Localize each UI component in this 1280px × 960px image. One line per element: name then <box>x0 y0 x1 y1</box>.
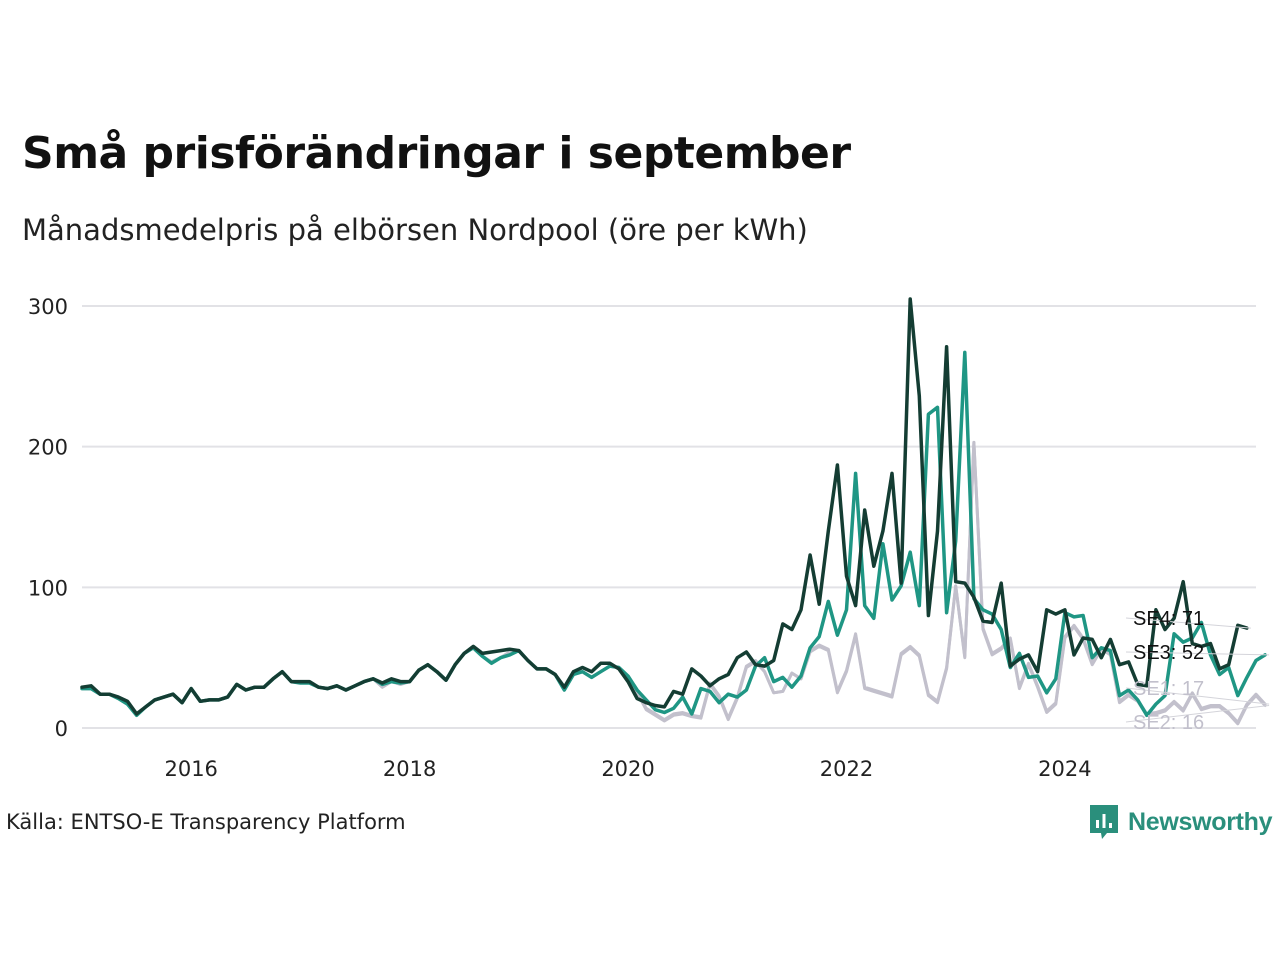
end-label-se3: SE3: 52 <box>1133 642 1204 664</box>
x-tick-label: 2024 <box>1038 757 1091 781</box>
x-axis-ticks: 2016 2018 2020 2022 2024 <box>164 757 1091 781</box>
bar-chart-speech-bubble-icon <box>1090 805 1118 839</box>
x-tick-label: 2020 <box>601 757 654 781</box>
chart-subtitle: Månadsmedelpris på elbörsen Nordpool (ör… <box>22 213 808 247</box>
y-tick-label: 300 <box>28 295 68 319</box>
label-connector <box>1125 687 1270 705</box>
series-lines <box>80 297 1267 726</box>
end-label-se4: SE4: 71 <box>1133 608 1204 630</box>
label-connector <box>1125 617 1251 629</box>
series-line-se3 <box>80 350 1267 718</box>
source-note: Källa: ENTSO-E Transparency Platform <box>6 810 406 834</box>
chart-title: Små prisförändringar i september <box>22 128 851 179</box>
y-tick-label: 0 <box>55 717 68 741</box>
logo-text: Newsworthy <box>1128 807 1273 836</box>
end-label-se1: SE1: 17 <box>1133 678 1204 700</box>
series-line-se4 <box>80 297 1249 716</box>
y-tick-label: 100 <box>28 576 68 600</box>
label-connector <box>1125 651 1270 656</box>
x-tick-label: 2022 <box>820 757 873 781</box>
newsworthy-logo: Newsworthy <box>1088 803 1273 841</box>
y-axis-ticks: 0 100 200 300 <box>28 295 68 741</box>
series-line-se1 <box>80 440 1267 724</box>
end-labels: SE2: 16 SE1: 17 SE3: 52 SE4: 71 <box>1125 608 1270 734</box>
x-tick-label: 2018 <box>383 757 436 781</box>
end-label-se2: SE2: 16 <box>1133 712 1204 734</box>
x-tick-label: 2016 <box>164 757 217 781</box>
gridlines <box>82 305 1256 729</box>
y-tick-label: 200 <box>28 436 68 460</box>
label-connector <box>1125 704 1270 723</box>
series-line-se2 <box>80 440 1267 726</box>
